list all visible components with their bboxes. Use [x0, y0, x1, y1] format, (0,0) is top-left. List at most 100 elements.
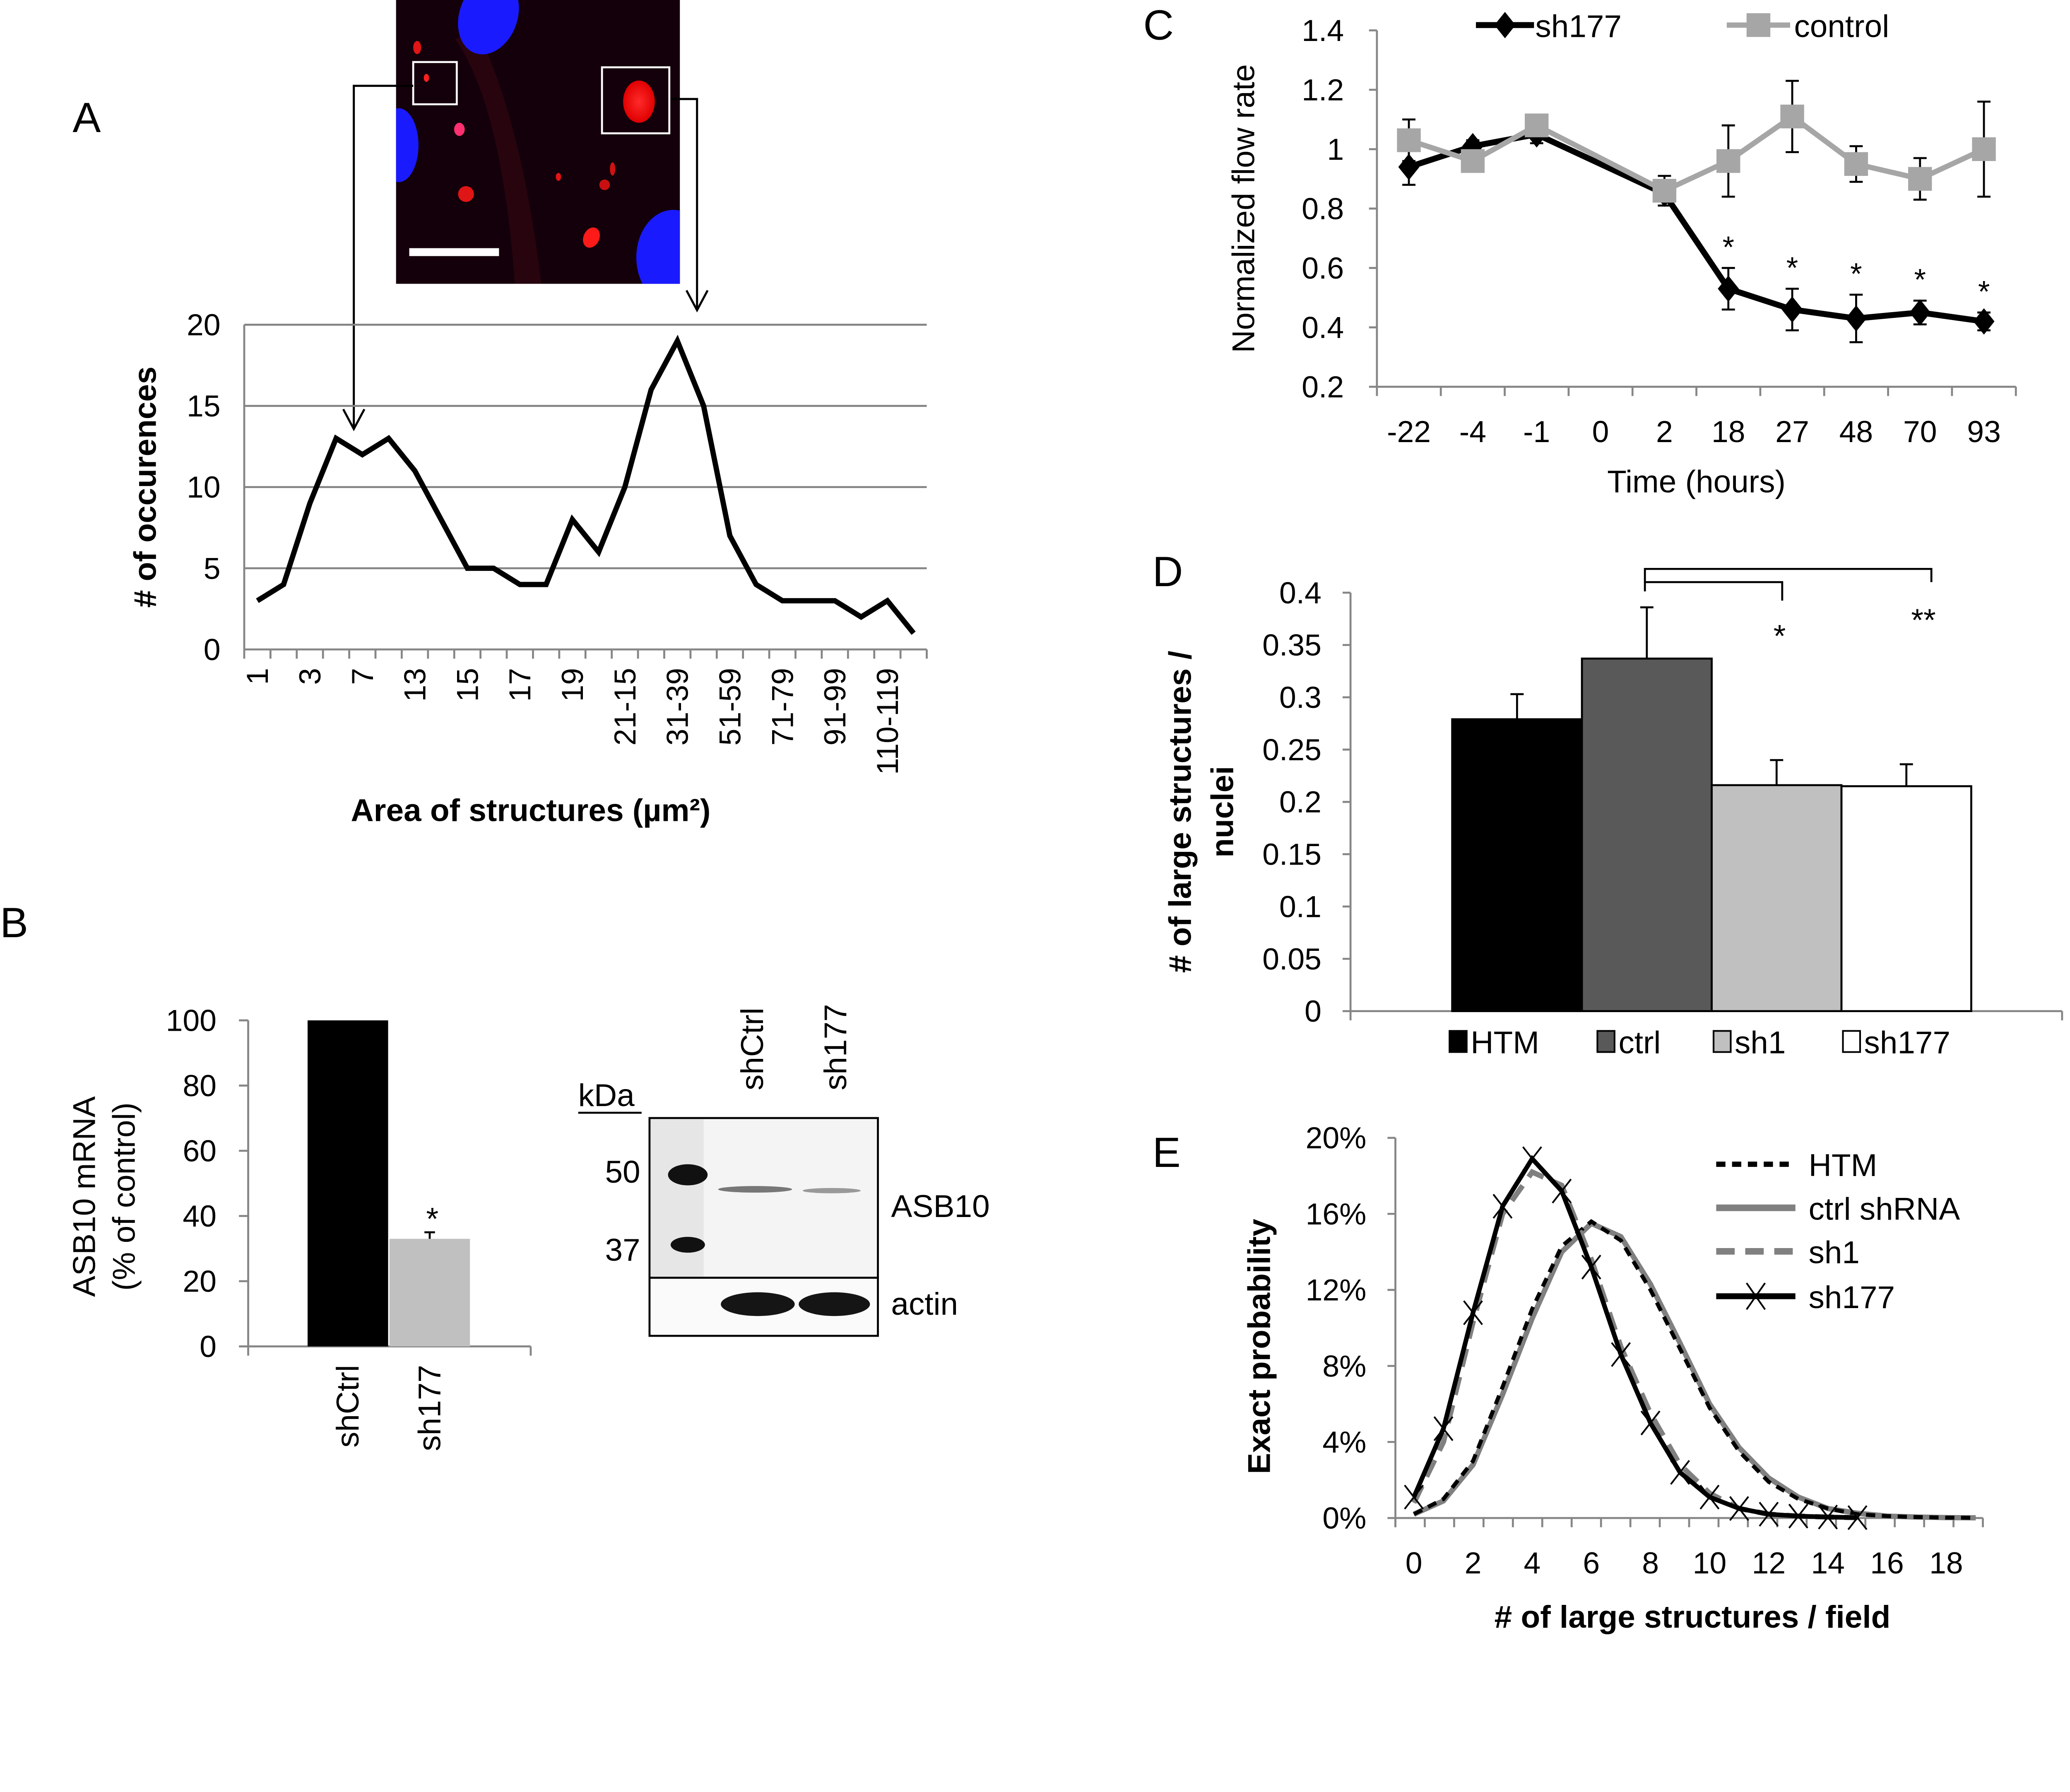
significance-asterisk: *: [1978, 274, 1990, 308]
nucleus-icon: [636, 210, 680, 284]
series-sh1: [1411, 1169, 1858, 1520]
asb10-band-sh177: [802, 1188, 861, 1193]
data-point: [1709, 1407, 1710, 1408]
small-structure: [454, 123, 465, 136]
y-tick-label: 0: [200, 1330, 217, 1364]
x-tick-label: -22: [1387, 415, 1431, 449]
legend-marker-x: [1746, 1282, 1766, 1310]
data-point-diamond: [1909, 299, 1931, 326]
lane-label-shctrl: shCtrl: [735, 1008, 770, 1090]
arrow-large-structures: [670, 98, 698, 309]
significance-brackets: * **: [1644, 568, 1936, 654]
small-structure: [556, 173, 561, 181]
legend: HTM ctrl sh1 sh177: [1449, 1025, 1950, 1061]
x-tick-label: 6: [1583, 1546, 1600, 1580]
data-point-square: [1972, 137, 1996, 161]
kda-label: kDa: [578, 1078, 635, 1113]
y-tick-label: 0.2: [1302, 370, 1344, 404]
micrograph: [396, 0, 680, 284]
data-point-x: [1463, 1300, 1483, 1325]
panel-label-d: D: [1153, 548, 1183, 595]
y-tick-label: 0.4: [1302, 310, 1344, 344]
x-tick-label: 93: [1967, 415, 2001, 449]
data-point-square: [1716, 149, 1740, 173]
panel-label-e: E: [1153, 1129, 1181, 1176]
data-point: [1739, 1451, 1740, 1452]
data-point: [388, 438, 389, 439]
series-line: [1413, 1220, 1976, 1521]
x-tick-label: sh177: [412, 1365, 447, 1451]
x-tick-label: 0: [1406, 1546, 1423, 1580]
panel-label-a: A: [72, 94, 101, 141]
x-tick-label: 2: [1656, 415, 1673, 449]
x-tick-label: 10: [1693, 1546, 1727, 1580]
data-point-x: [1759, 1501, 1779, 1527]
bracket-ctrl-sh177: [1644, 568, 1933, 582]
data-point-x: [1847, 1505, 1868, 1530]
legend-swatch-ctrl: [1596, 1030, 1615, 1053]
x-axis-label: # of large structures / field: [1495, 1600, 1891, 1635]
y-tick-label: 0.2: [1279, 785, 1321, 819]
data-point-x: [1581, 1254, 1601, 1280]
y-tick-label: 0.8: [1302, 192, 1344, 226]
series-control: [1397, 79, 1996, 207]
ladder-band-50: [668, 1164, 708, 1186]
series-HTM: [1413, 1219, 1976, 1520]
data-point-x: [1729, 1496, 1749, 1521]
x-tick-label: 15: [450, 668, 484, 702]
y-tick-label: 0: [1305, 994, 1321, 1028]
ladder-lane: [651, 1119, 704, 1277]
data-point-x: [1492, 1194, 1513, 1219]
x-axis-label: Time (hours): [1607, 464, 1786, 499]
legend-marker-square: [1746, 13, 1771, 37]
nucleus-icon: [458, 0, 519, 55]
band-label-actin: actin: [891, 1287, 958, 1322]
small-structure: [583, 227, 600, 248]
y-tick-label: 1.4: [1302, 14, 1344, 48]
y-axis-label-line1: ASB10 mRNA: [67, 1096, 102, 1297]
small-structure: [413, 41, 421, 54]
chart-b: 0 20 40 60 80 100 shCtrl * sh177 ASB10 mRNA (% of …: [67, 1003, 532, 1451]
y-axis-label-line1: # of large structures /: [1163, 651, 1198, 973]
panel-label-b: B: [0, 899, 28, 946]
figure: A B C D E: [0, 0, 2063, 1635]
x-tick-label: 21-15: [608, 668, 642, 746]
y-tick-label: 15: [187, 389, 221, 423]
cell-process: [455, 26, 542, 284]
inset-box-small: [412, 61, 458, 106]
legend: HTM ctrl shRNA sh1 sh177: [1716, 1148, 1960, 1315]
series-sh177: [1404, 1146, 1868, 1530]
y-tick-label: 0.3: [1279, 681, 1321, 714]
x-tick-label: 0: [1592, 415, 1609, 449]
significance-asterisk: *: [1914, 263, 1926, 297]
legend-swatch-HTM: [1449, 1030, 1468, 1053]
x-tick-label: 48: [1839, 415, 1873, 449]
y-tick-label: 20%: [1306, 1121, 1367, 1155]
legend-label-ctrl: ctrl: [1618, 1025, 1661, 1061]
small-structure: [458, 186, 474, 202]
bar-sh1: [1711, 784, 1843, 1012]
y-tick-label: 0.15: [1262, 837, 1321, 871]
x-tick-label: 19: [556, 668, 590, 702]
x-tick-label: 110-119: [871, 668, 905, 775]
series-line: [1411, 1169, 1858, 1520]
x-tick-label: 17: [503, 668, 537, 702]
y-axis-label: Normalized flow rate: [1226, 64, 1261, 353]
x-tick-label: 4: [1524, 1546, 1540, 1580]
asb10-band-shctrl: [718, 1186, 792, 1193]
bar-shCtrl: [307, 1020, 388, 1347]
legend-swatch-sh177: [1842, 1030, 1861, 1053]
legend-swatch-sh1: [1712, 1030, 1732, 1053]
legend-label-control: control: [1794, 9, 1889, 44]
data-point-square: [1461, 149, 1485, 173]
y-tick-label: 0.35: [1262, 628, 1321, 662]
series-ctrl-shRNA: [1413, 1220, 1976, 1521]
nucleus-icon: [396, 108, 419, 183]
y-tick-label: 8%: [1322, 1349, 1366, 1383]
x-tick-label: 14: [1811, 1546, 1845, 1580]
data-point: [1709, 1493, 1710, 1494]
x-tick-label: 71-79: [765, 668, 799, 746]
legend-label-sh1: sh1: [1809, 1235, 1860, 1270]
y-tick-label: 20: [183, 1265, 217, 1299]
x-tick-label: 13: [398, 668, 432, 702]
